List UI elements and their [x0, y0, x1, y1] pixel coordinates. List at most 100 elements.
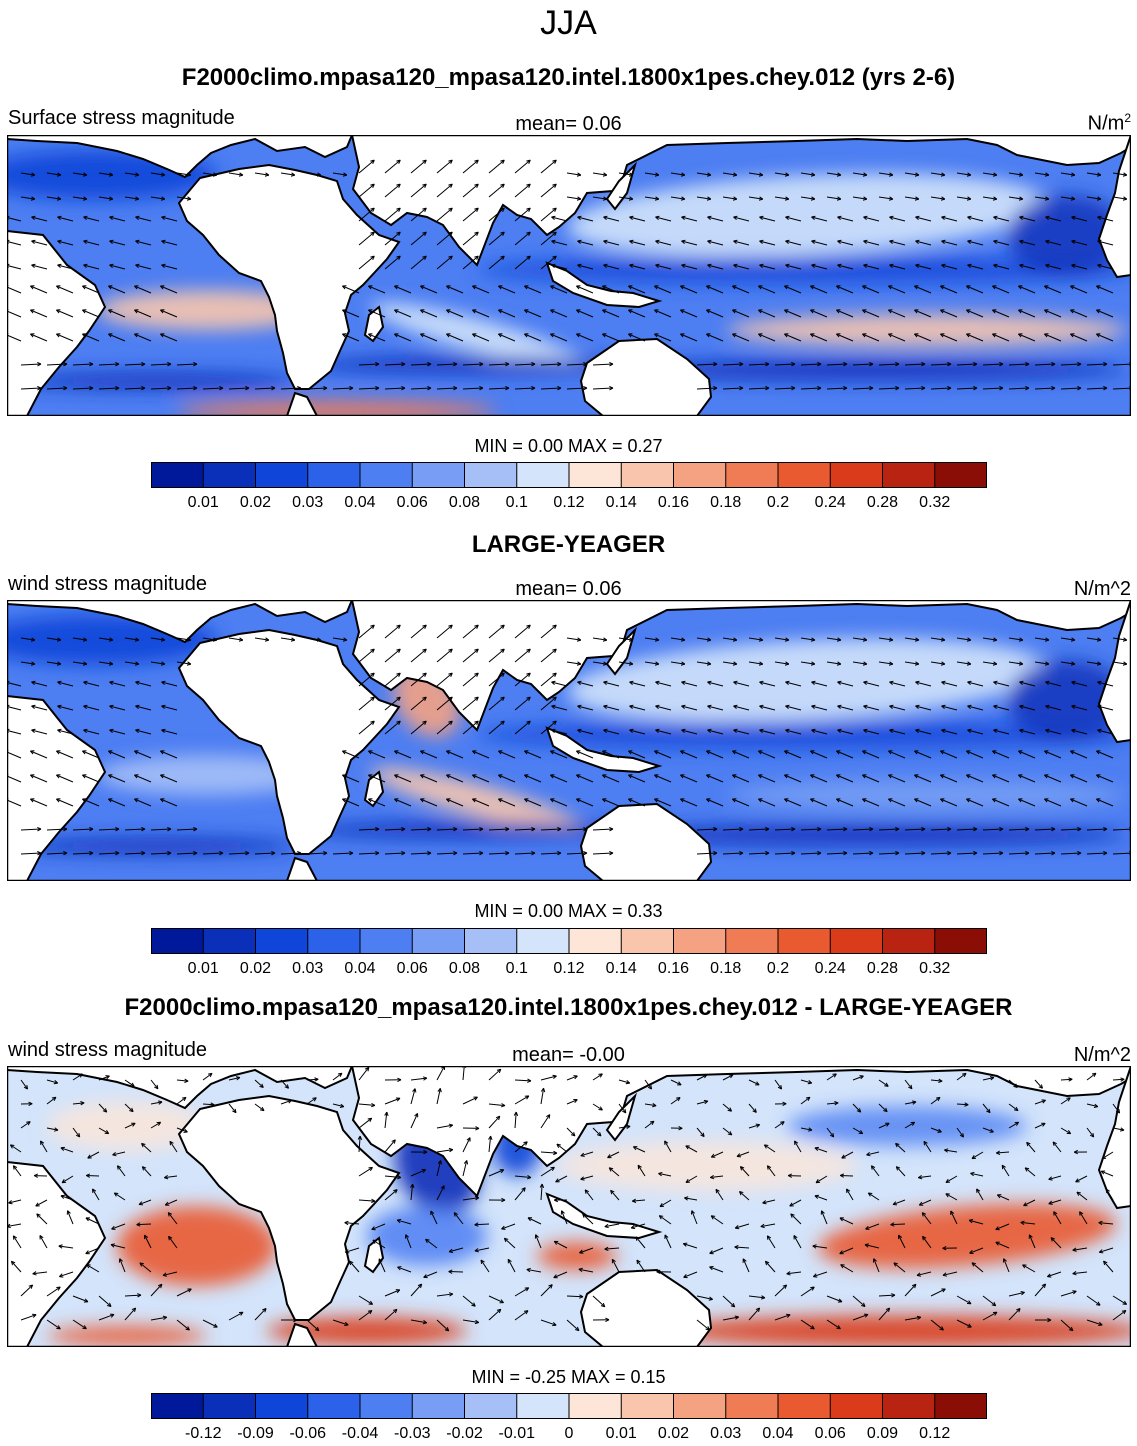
colorbar-swatch — [934, 1393, 987, 1419]
stress-vector-field — [7, 624, 1131, 856]
colorbar-tick-label: 0.12 — [553, 494, 585, 511]
colorbar-tick-label: 0.06 — [814, 1425, 846, 1442]
colorbar-swatch — [516, 928, 570, 954]
panel-3-mean: mean= -0.00 — [512, 1044, 625, 1066]
panel-3-variable-label: wind stress magnitude — [8, 1039, 207, 1061]
colorbar-tick-label: 0.24 — [814, 494, 846, 511]
colorbar-tick-label: 0.14 — [605, 494, 637, 511]
colorbar-swatch — [151, 1393, 204, 1419]
panel-2-variable-label: wind stress magnitude — [8, 573, 207, 595]
colorbar-tick-label: 0.12 — [553, 960, 585, 977]
colorbar-tick-label: 0.1 — [505, 494, 528, 511]
colorbar-swatch — [830, 462, 883, 488]
colorbar-tick-label: 0.02 — [239, 494, 272, 511]
colorbar-tick-label: 0.18 — [710, 960, 742, 977]
colorbar-swatch — [203, 1393, 256, 1419]
colorbar-swatch — [412, 928, 465, 954]
colorbar-tick-label: 0.02 — [657, 1425, 690, 1442]
colorbar-swatch — [673, 928, 727, 954]
colorbar-swatch — [882, 928, 936, 954]
map-frame — [7, 600, 1131, 881]
colorbar-tick-label: 0.16 — [657, 960, 690, 977]
panel-2-min-max: MIN = 0.00 MAX = 0.33 — [474, 901, 663, 921]
colorbar-swatch — [830, 928, 883, 954]
colorbar-tick-label: 0.03 — [292, 494, 324, 511]
colorbar-swatch — [778, 928, 831, 954]
panel-2-mean: mean= 0.06 — [515, 578, 622, 600]
colorbar-swatch — [569, 462, 622, 488]
colorbar-tick-label: 0.08 — [448, 960, 481, 977]
colorbar-swatch — [516, 1393, 570, 1419]
panel-1-colorbar — [151, 462, 987, 488]
land-masses — [7, 600, 1131, 881]
colorbar-swatch — [673, 1393, 727, 1419]
colorbar-swatch — [151, 928, 204, 954]
panel-1-units-exponent: 2 — [1124, 111, 1131, 125]
colorbar-swatch — [934, 928, 987, 954]
stress-vector-field — [7, 159, 1131, 391]
colorbar-tick-label: -0.12 — [185, 1425, 222, 1442]
stress-vector-field — [7, 1066, 1128, 1332]
map-frame — [7, 135, 1131, 416]
colorbar-tick-label: -0.03 — [394, 1425, 431, 1442]
colorbar-swatch — [464, 462, 518, 488]
colorbar-tick-label: -0.06 — [289, 1425, 326, 1442]
colorbar-tick-label: 0 — [564, 1425, 574, 1442]
panel-1-min-max: MIN = 0.00 MAX = 0.27 — [474, 436, 663, 456]
colorbar-tick-label: 0.06 — [396, 960, 428, 977]
colorbar-tick-label: -0.04 — [341, 1425, 379, 1442]
colorbar-tick-label: 0.04 — [762, 1425, 794, 1442]
colorbar-tick-label: 0.2 — [766, 960, 790, 977]
panel-1-variable-label: Surface stress magnitude — [8, 107, 235, 129]
colorbar-swatch — [778, 462, 831, 488]
panel-2-title: LARGE-YEAGER — [471, 531, 666, 558]
panel-1-title: F2000climo.mpasa120_mpasa120.intel.1800x… — [181, 64, 956, 91]
colorbar-swatch — [621, 928, 674, 954]
map-frame — [7, 1066, 1131, 1347]
panel-2-map — [7, 600, 1131, 881]
land-masses — [7, 135, 1131, 416]
colorbar-swatch — [725, 928, 779, 954]
colorbar-swatch — [151, 462, 204, 488]
colorbar-tick-label: 0.24 — [814, 960, 846, 977]
colorbar-tick-label: 0.28 — [866, 960, 899, 977]
panel-1-units-base: N/m — [1087, 112, 1125, 135]
panel-3-min-max: MIN = -0.25 MAX = 0.15 — [471, 1367, 666, 1387]
colorbar-swatch — [307, 928, 361, 954]
panel-1-units: N/m2 — [1088, 112, 1131, 134]
colorbar-tick-label: 0.28 — [866, 494, 899, 511]
colorbar-tick-label: 0.02 — [239, 960, 272, 977]
colorbar-swatch — [778, 1393, 831, 1419]
panel-1-colorbar-labels: 0.01 0.02 0.03 0.04 0.06 0.08 0.1 0.12 0.14 0.16 0… — [151, 494, 987, 514]
colorbar-swatch — [464, 928, 518, 954]
panel-3-map — [7, 1066, 1131, 1347]
panel-2-units: N/m^2 — [1073, 578, 1131, 600]
colorbar-swatch — [673, 462, 727, 488]
land-masses — [7, 1066, 1131, 1347]
colorbar-tick-label: -0.01 — [498, 1425, 535, 1442]
colorbar-tick-label: 0.04 — [344, 494, 376, 511]
colorbar-tick-label: 0.03 — [292, 960, 324, 977]
colorbar-swatch — [464, 1393, 518, 1419]
colorbar-swatch — [307, 462, 361, 488]
colorbar-swatch — [882, 1393, 936, 1419]
colorbar-tick-label: 0.14 — [605, 960, 637, 977]
colorbar-swatch — [569, 928, 622, 954]
colorbar-swatch — [360, 462, 413, 488]
panel-1-map — [7, 135, 1131, 416]
colorbar-swatch — [830, 1393, 883, 1419]
colorbar-tick-label: 0.01 — [187, 960, 219, 977]
colorbar-swatch — [412, 1393, 465, 1419]
colorbar-swatch — [621, 1393, 674, 1419]
colorbar-tick-label: 0.32 — [919, 494, 951, 511]
panel-2-colorbar — [151, 928, 987, 954]
panel-2-colorbar-labels: 0.01 0.02 0.03 0.04 0.06 0.08 0.1 0.12 0.14 0.16 0… — [151, 960, 987, 980]
panel-3-units: N/m^2 — [1073, 1044, 1131, 1066]
colorbar-tick-label: 0.04 — [344, 960, 376, 977]
colorbar-tick-label: -0.09 — [237, 1425, 274, 1442]
colorbar-tick-label: -0.02 — [446, 1425, 483, 1442]
colorbar-tick-label: 0.09 — [866, 1425, 899, 1442]
colorbar-swatch — [255, 1393, 309, 1419]
colorbar-tick-label: 0.2 — [766, 494, 790, 511]
colorbar-swatch — [255, 462, 309, 488]
